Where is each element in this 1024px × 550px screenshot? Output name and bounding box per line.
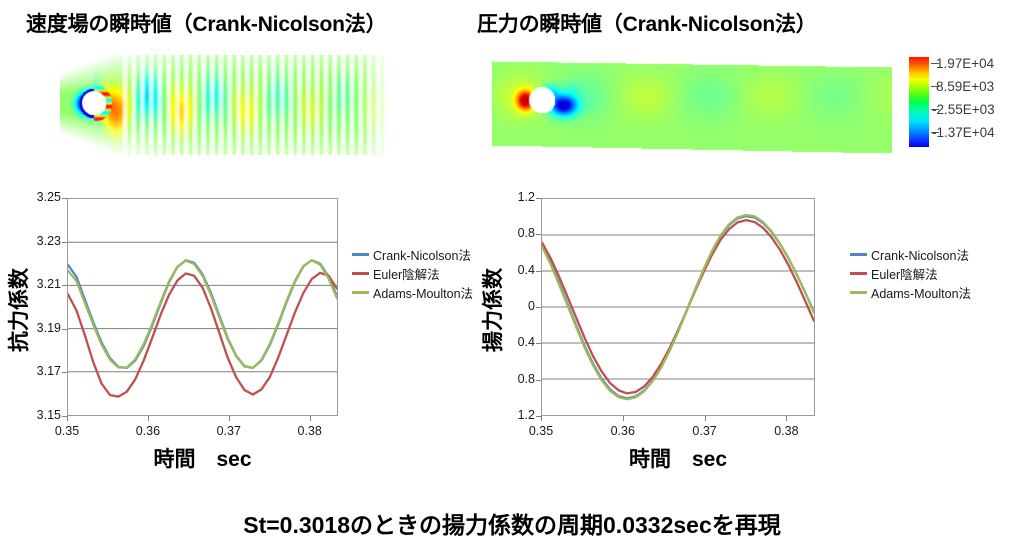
x-tick-mark — [786, 416, 788, 421]
legend-color-swatch — [352, 253, 369, 256]
colorbar-label-min: -1.37E+04 — [932, 125, 995, 140]
y-tick-label: 3.17 — [36, 364, 61, 379]
x-tick-label: 0.35 — [528, 424, 554, 438]
x-tick-label: 0.35 — [54, 424, 80, 438]
legend-item[interactable]: Euler陰解法 — [352, 264, 473, 283]
velocity-panel-title: 速度場の瞬時値（Crank-Nicolson法） — [26, 13, 387, 36]
pressure-field-canvas — [492, 57, 892, 157]
velocity-field-canvas — [60, 55, 390, 155]
legend-label: Adams-Moulton法 — [871, 287, 972, 301]
colorbar-label-low: -2.55E+03 — [932, 102, 995, 117]
y-tick-mark — [62, 241, 67, 243]
legend-color-swatch — [850, 253, 867, 256]
legend-item[interactable]: Euler陰解法 — [850, 264, 971, 283]
drag-plot-area — [67, 198, 338, 416]
x-tick-mark — [622, 416, 624, 421]
y-tick-label: 0 — [528, 299, 535, 313]
legend-color-swatch — [850, 272, 867, 275]
x-tick-label: 0.38 — [297, 424, 322, 438]
legend-label: Euler陰解法 — [871, 268, 938, 282]
legend-label: Adams-Moulton法 — [373, 287, 474, 301]
y-tick-mark — [536, 343, 541, 345]
legend-color-swatch — [850, 291, 867, 294]
drag-curves — [68, 241, 337, 398]
legend-color-swatch — [352, 272, 369, 275]
x-tick-label: 0.36 — [610, 424, 635, 438]
y-tick-mark — [536, 307, 541, 308]
x-tick-mark — [309, 416, 311, 421]
legend-item[interactable]: Adams-Moulton法 — [850, 283, 971, 302]
drag-coefficient-chart: 3.15 3.17 3.19 3.21 3.23 3.25 0.35 0.36 0.37 0.3… — [0, 180, 490, 500]
y-tick-label: 0.8 — [517, 226, 535, 241]
y-tick-mark — [62, 198, 67, 199]
legend-label: Crank-Nicolson法 — [871, 249, 969, 263]
y-tick-label: 3.15 — [36, 408, 61, 422]
y-tick-mark — [536, 379, 541, 381]
y-tick-mark — [536, 416, 541, 417]
drag-y-axis-title: 抗力係数 — [8, 268, 31, 352]
colorbar-tick-2 — [931, 109, 939, 110]
lift-coefficient-chart: 1.2 0.8 0.4 0 0.4 0.8 1.2 0.35 0.36 0.37 0.38 時間 … — [472, 180, 1024, 500]
legend-item[interactable]: Adams-Moulton法 — [352, 283, 473, 302]
x-tick-label: 0.36 — [135, 424, 161, 438]
series-line — [68, 259, 337, 370]
y-tick-mark — [62, 372, 67, 374]
x-tick-label: 0.38 — [774, 424, 799, 438]
figure-caption: St=0.3018のときの揚力係数の周期0.0332secを再現 — [243, 512, 781, 538]
y-tick-mark — [536, 234, 541, 236]
colorbar-label-high: 8.59E+03 — [936, 79, 995, 94]
colorbar-label-max: 1.97E+04 — [936, 56, 995, 71]
x-tick-mark — [541, 416, 542, 421]
colorbar-tick-0 — [931, 63, 939, 64]
legend-item[interactable]: Crank-Nicolson法 — [352, 245, 473, 264]
drag-legend: Crank-Nicolson法 Euler陰解法 Adams-Moulton法 — [352, 245, 473, 302]
x-tick-label: 0.37 — [692, 424, 717, 438]
colorbar-tick-1 — [931, 86, 939, 87]
series-line — [68, 271, 337, 398]
y-tick-label: 1.2 — [517, 190, 535, 204]
y-tick-label: 0.8 — [517, 371, 535, 386]
y-tick-mark — [536, 198, 541, 199]
legend-color-swatch — [352, 291, 369, 294]
x-tick-mark — [147, 416, 149, 421]
lift-y-axis-title: 揚力係数 — [482, 268, 505, 352]
y-tick-label: 3.23 — [36, 233, 61, 248]
colorbar-gradient — [908, 56, 930, 148]
y-tick-label: 3.21 — [36, 277, 61, 292]
y-tick-label: 0.4 — [517, 262, 535, 277]
legend-item[interactable]: Crank-Nicolson法 — [850, 245, 971, 264]
lift-x-axis-title: 時間 sec — [628, 448, 728, 471]
lift-curves — [542, 213, 814, 401]
colorbar-legend: 1.97E+04 8.59E+03 -2.55E+03 -1.37E+04 — [908, 53, 1024, 153]
y-tick-label: 3.25 — [36, 190, 61, 204]
y-tick-mark — [62, 328, 67, 330]
series-line — [542, 213, 814, 401]
colorbar-tick-3 — [931, 132, 939, 133]
x-tick-mark — [67, 416, 68, 421]
lift-plot-area — [541, 198, 815, 416]
y-tick-mark — [62, 416, 67, 417]
velocity-field-visualization — [60, 55, 390, 155]
drag-x-axis-title: 時間 sec — [153, 448, 252, 471]
legend-label: Euler陰解法 — [373, 268, 440, 282]
pressure-panel-title: 圧力の瞬時値（Crank-Nicolson法） — [477, 13, 817, 36]
x-tick-mark — [228, 416, 230, 421]
legend-label: Crank-Nicolson法 — [373, 249, 471, 263]
y-tick-label: 3.19 — [36, 320, 61, 335]
x-tick-mark — [704, 416, 706, 421]
y-tick-mark — [536, 270, 541, 272]
x-tick-label: 0.37 — [216, 424, 241, 438]
pressure-field-visualization — [492, 57, 892, 157]
y-tick-mark — [62, 285, 67, 287]
y-tick-label: 0.4 — [517, 335, 535, 350]
y-tick-label: 1.2 — [517, 408, 535, 422]
lift-legend: Crank-Nicolson法 Euler陰解法 Adams-Moulton法 — [850, 245, 971, 302]
